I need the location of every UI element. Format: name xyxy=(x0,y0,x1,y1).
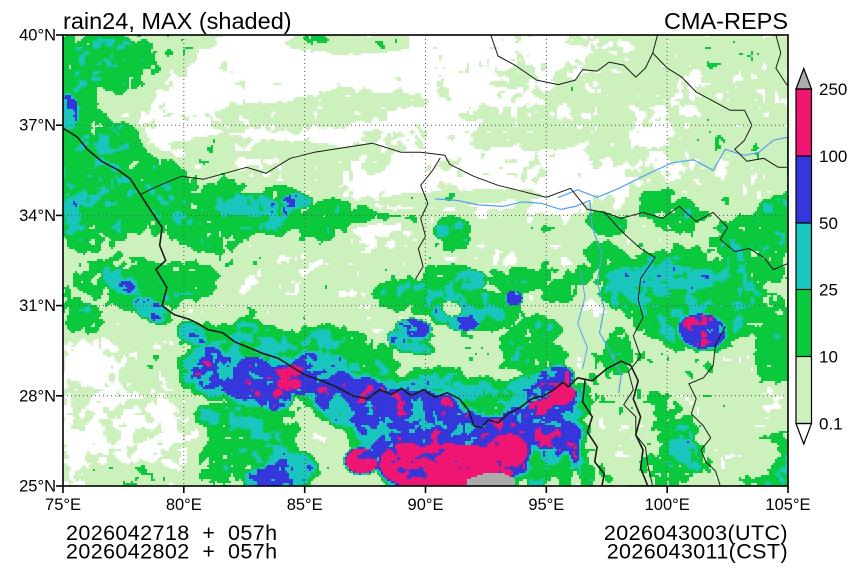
svg-text:95°E: 95°E xyxy=(528,496,564,514)
svg-text:2026042802 + 057h: 2026042802 + 057h xyxy=(66,540,277,564)
svg-text:37°N: 37°N xyxy=(19,117,56,135)
svg-text:0.1: 0.1 xyxy=(819,415,843,434)
svg-text:rain24, MAX (shaded): rain24, MAX (shaded) xyxy=(63,8,292,34)
svg-text:25: 25 xyxy=(819,281,838,300)
svg-text:85°E: 85°E xyxy=(287,496,323,514)
svg-text:100°E: 100°E xyxy=(645,496,690,514)
svg-text:CMA-REPS: CMA-REPS xyxy=(664,8,788,34)
svg-text:80°E: 80°E xyxy=(166,496,202,514)
svg-text:2026043011(CST): 2026043011(CST) xyxy=(607,540,788,564)
svg-text:34°N: 34°N xyxy=(19,207,56,225)
svg-text:250: 250 xyxy=(819,80,847,99)
svg-text:75°E: 75°E xyxy=(45,496,81,514)
svg-text:2026042718 + 057h: 2026042718 + 057h xyxy=(66,521,277,545)
svg-text:90°E: 90°E xyxy=(408,496,444,514)
svg-text:40°N: 40°N xyxy=(19,27,56,45)
svg-text:105°E: 105°E xyxy=(765,496,810,514)
svg-text:31°N: 31°N xyxy=(19,297,56,315)
svg-text:28°N: 28°N xyxy=(19,387,56,405)
svg-text:25°N: 25°N xyxy=(19,478,56,496)
svg-text:100: 100 xyxy=(819,147,847,166)
svg-text:2026043003(UTC): 2026043003(UTC) xyxy=(604,521,788,545)
svg-text:10: 10 xyxy=(819,348,838,367)
svg-text:50: 50 xyxy=(819,214,838,233)
